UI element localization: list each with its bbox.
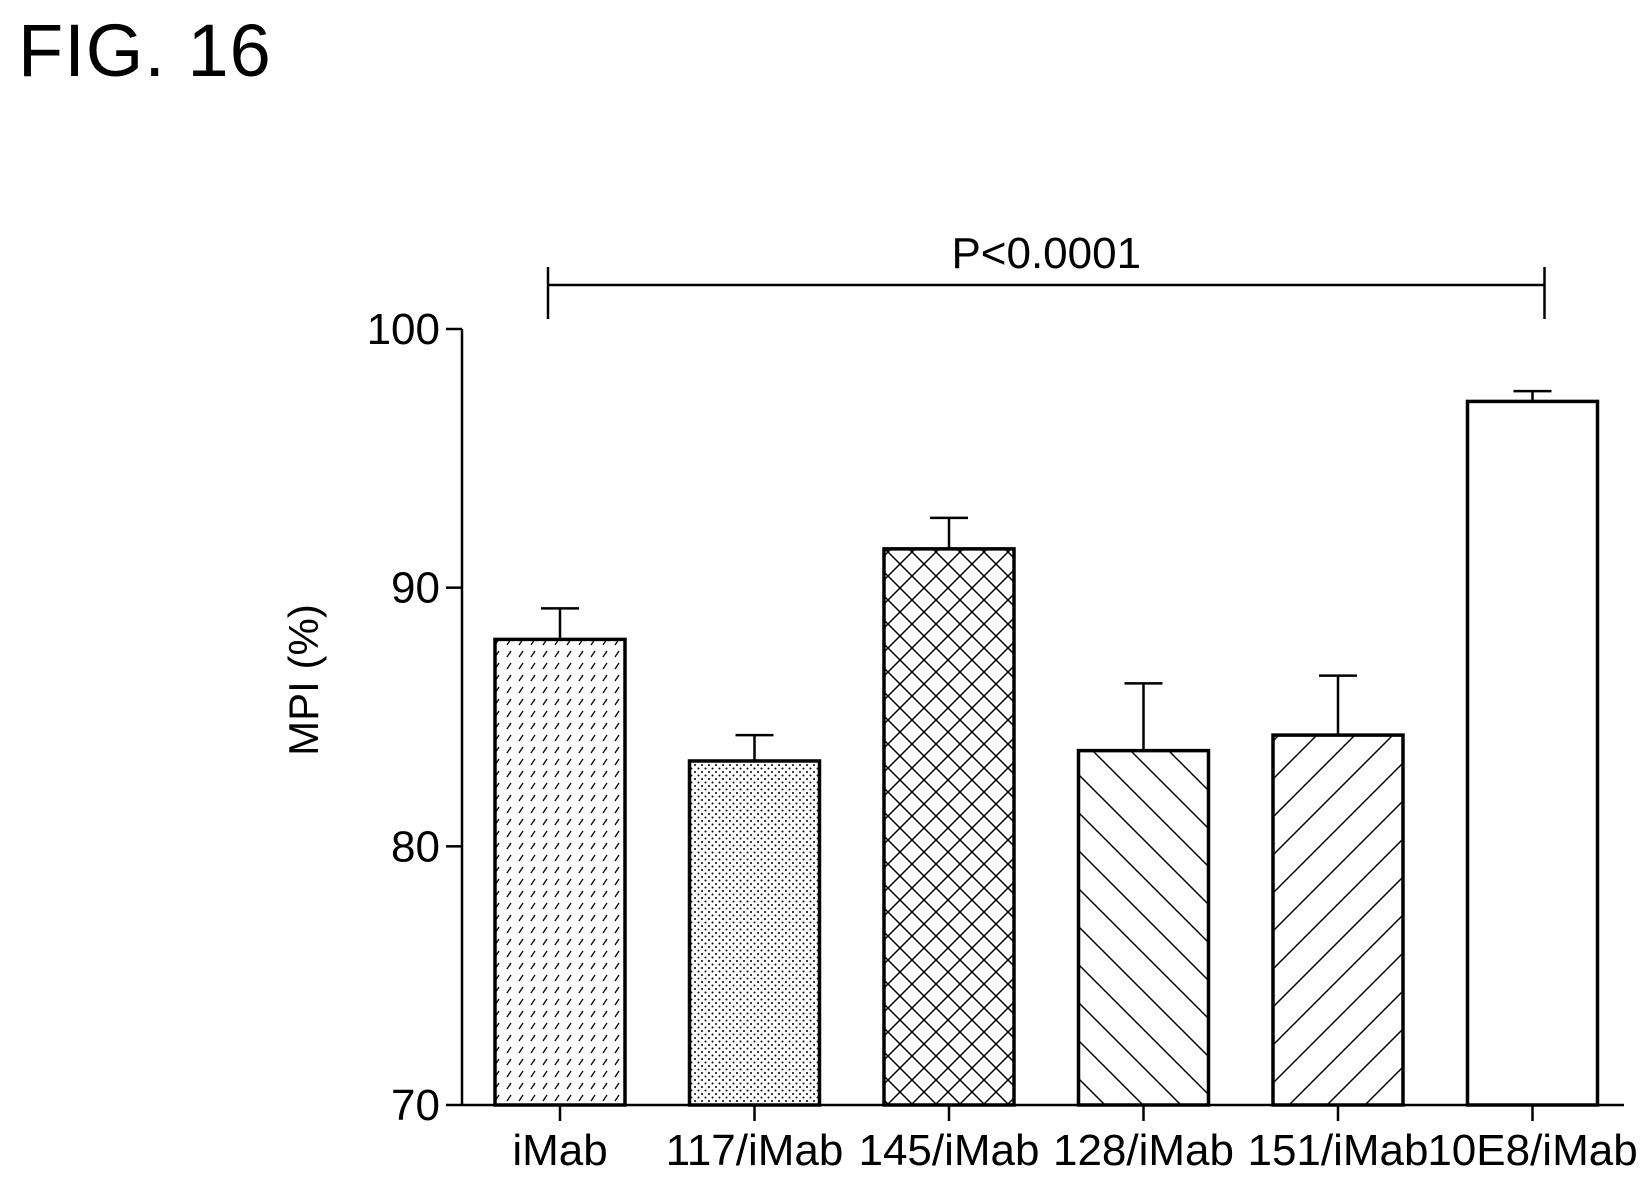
x-tick-label: 145/iMab xyxy=(858,1126,1039,1175)
y-axis-label: MPI (%) xyxy=(280,604,327,756)
bar xyxy=(493,637,627,1107)
x-tick-label: 117/iMab xyxy=(666,1126,844,1175)
bar xyxy=(882,547,1016,1107)
bar xyxy=(687,759,822,1107)
x-tick-label: 10E8/iMab xyxy=(1427,1126,1637,1175)
y-tick-label: 90 xyxy=(391,564,440,613)
axes xyxy=(446,327,1624,1121)
tick-labels: 70 80 90 100 iMab 117/iMab 145/iMab 128/iMab 151… xyxy=(367,305,1638,1175)
y-tick-label: 70 xyxy=(391,1081,440,1130)
bar xyxy=(1465,399,1600,1107)
significance-label: P<0.0001 xyxy=(951,229,1141,278)
significance-bracket: P<0.0001 xyxy=(546,229,1546,319)
figure-label: FIG. 16 xyxy=(18,9,272,92)
y-tick-label: 80 xyxy=(391,822,440,871)
bars xyxy=(493,389,1600,1107)
bar xyxy=(1076,748,1211,1107)
x-tick-label: 128/iMab xyxy=(1053,1126,1234,1175)
y-tick-label: 100 xyxy=(367,305,440,354)
bar xyxy=(1271,733,1405,1107)
x-tick-label: 151/iMab xyxy=(1247,1126,1428,1175)
x-tick-label: iMab xyxy=(512,1126,607,1175)
